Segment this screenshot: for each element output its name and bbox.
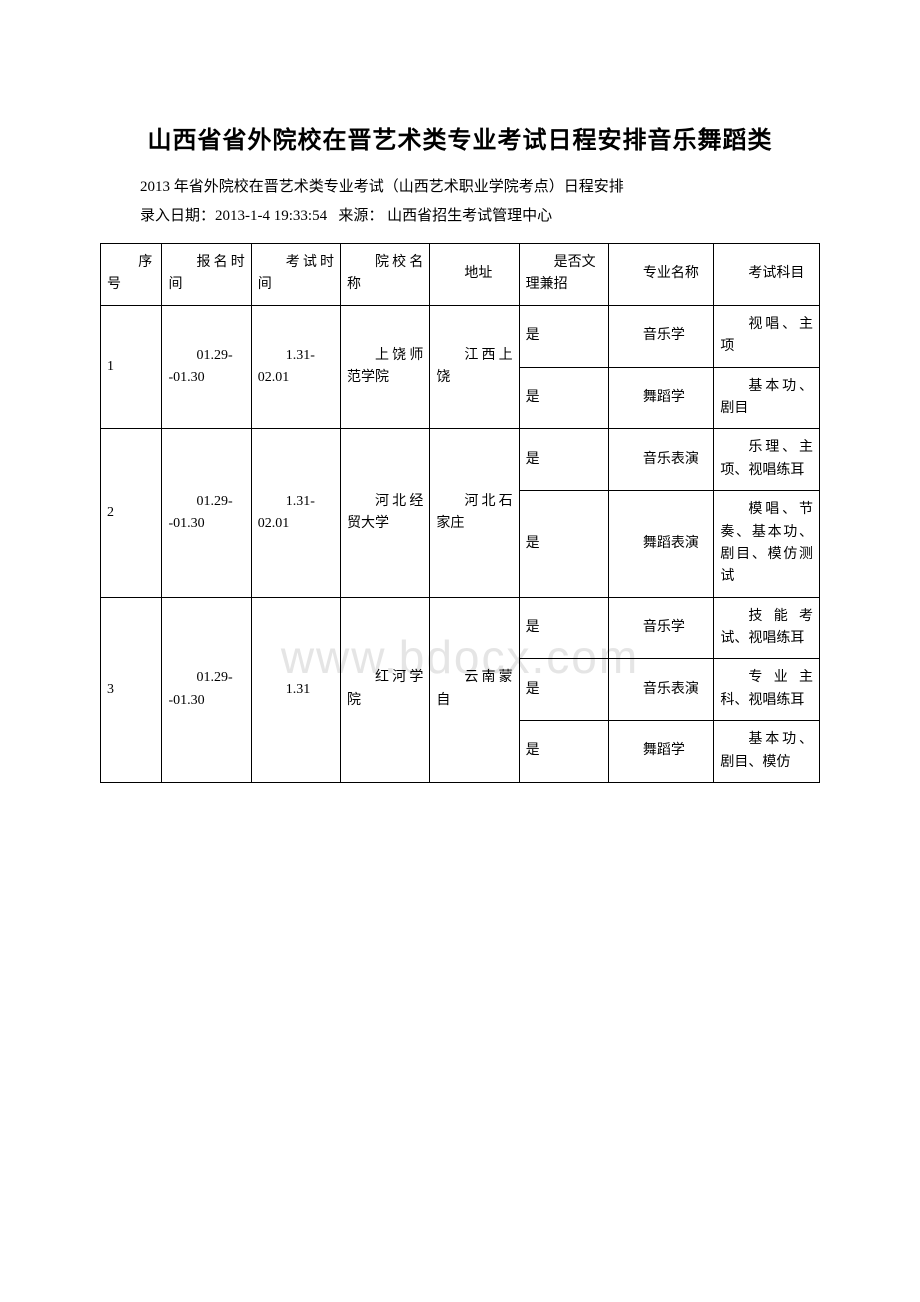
cell-school: 河北经贸大学 xyxy=(341,429,430,597)
cell-subj: 技能考试、视唱练耳 xyxy=(714,597,820,659)
cell-major: 音乐表演 xyxy=(608,659,714,721)
cell-both: 是 xyxy=(519,305,608,367)
cell-both: 是 xyxy=(519,429,608,491)
header-major: 专业名称 xyxy=(608,244,714,306)
cell-subj: 基本功、剧目、模仿 xyxy=(714,721,820,783)
page-meta: 录入日期：2013-1-4 19:33:54 来源： 山西省招生考试管理中心 xyxy=(140,204,820,225)
cell-exam: 1.31-02.01 xyxy=(251,305,340,429)
header-both: 是否文理兼招 xyxy=(519,244,608,306)
cell-addr: 河北石家庄 xyxy=(430,429,519,597)
cell-reg: 01.29--01.30 xyxy=(162,305,251,429)
document-content: 山西省省外院校在晋艺术类专业考试日程安排音乐舞蹈类 2013 年省外院校在晋艺术… xyxy=(100,120,820,783)
cell-subj: 乐理、主项、视唱练耳 xyxy=(714,429,820,491)
cell-subj: 模唱、节奏、基本功、剧目、模仿测试 xyxy=(714,491,820,598)
cell-major: 舞蹈表演 xyxy=(608,491,714,598)
cell-both: 是 xyxy=(519,597,608,659)
cell-both: 是 xyxy=(519,491,608,598)
cell-both: 是 xyxy=(519,367,608,429)
cell-major: 舞蹈学 xyxy=(608,367,714,429)
cell-major: 音乐表演 xyxy=(608,429,714,491)
page-subtitle: 2013 年省外院校在晋艺术类专业考试（山西艺术职业学院考点）日程安排 xyxy=(140,175,820,196)
cell-both: 是 xyxy=(519,659,608,721)
cell-major: 舞蹈学 xyxy=(608,721,714,783)
header-addr: 地址 xyxy=(430,244,519,306)
cell-seq: 2 xyxy=(101,429,162,597)
cell-reg: 01.29--01.30 xyxy=(162,597,251,782)
cell-seq: 3 xyxy=(101,597,162,782)
header-reg: 报名时间 xyxy=(162,244,251,306)
header-seq: 序号 xyxy=(101,244,162,306)
page-title: 山西省省外院校在晋艺术类专业考试日程安排音乐舞蹈类 xyxy=(100,120,820,155)
cell-both: 是 xyxy=(519,721,608,783)
table-header-row: 序号 报名时间 考试时间 院校名称 地址 是否文理兼招 专业名称 考试科目 xyxy=(101,244,820,306)
meta-date: 2013-1-4 19:33:54 xyxy=(215,208,327,224)
table-row: 1 01.29--01.30 1.31-02.01 上饶师范学院 江西上饶 是 … xyxy=(101,305,820,367)
cell-subj: 专业主科、视唱练耳 xyxy=(714,659,820,721)
cell-exam: 1.31 xyxy=(251,597,340,782)
cell-addr: 云南蒙自 xyxy=(430,597,519,782)
cell-addr: 江西上饶 xyxy=(430,305,519,429)
header-subj: 考试科目 xyxy=(714,244,820,306)
cell-exam: 1.31-02.01 xyxy=(251,429,340,597)
cell-subj: 基本功、剧目 xyxy=(714,367,820,429)
cell-major: 音乐学 xyxy=(608,305,714,367)
cell-school: 红河学院 xyxy=(341,597,430,782)
schedule-table: 序号 报名时间 考试时间 院校名称 地址 是否文理兼招 专业名称 考试科目 1 … xyxy=(100,243,820,783)
cell-school: 上饶师范学院 xyxy=(341,305,430,429)
cell-seq: 1 xyxy=(101,305,162,429)
cell-major: 音乐学 xyxy=(608,597,714,659)
cell-reg: 01.29--01.30 xyxy=(162,429,251,597)
meta-source: 山西省招生考试管理中心 xyxy=(387,208,552,224)
cell-subj: 视唱、主项 xyxy=(714,305,820,367)
header-exam: 考试时间 xyxy=(251,244,340,306)
meta-source-label: 来源： xyxy=(338,208,383,224)
header-school: 院校名称 xyxy=(341,244,430,306)
table-row: 3 01.29--01.30 1.31 红河学院 云南蒙自 是 音乐学 技能考试… xyxy=(101,597,820,659)
table-row: 2 01.29--01.30 1.31-02.01 河北经贸大学 河北石家庄 是… xyxy=(101,429,820,491)
meta-date-label: 录入日期： xyxy=(140,208,215,224)
